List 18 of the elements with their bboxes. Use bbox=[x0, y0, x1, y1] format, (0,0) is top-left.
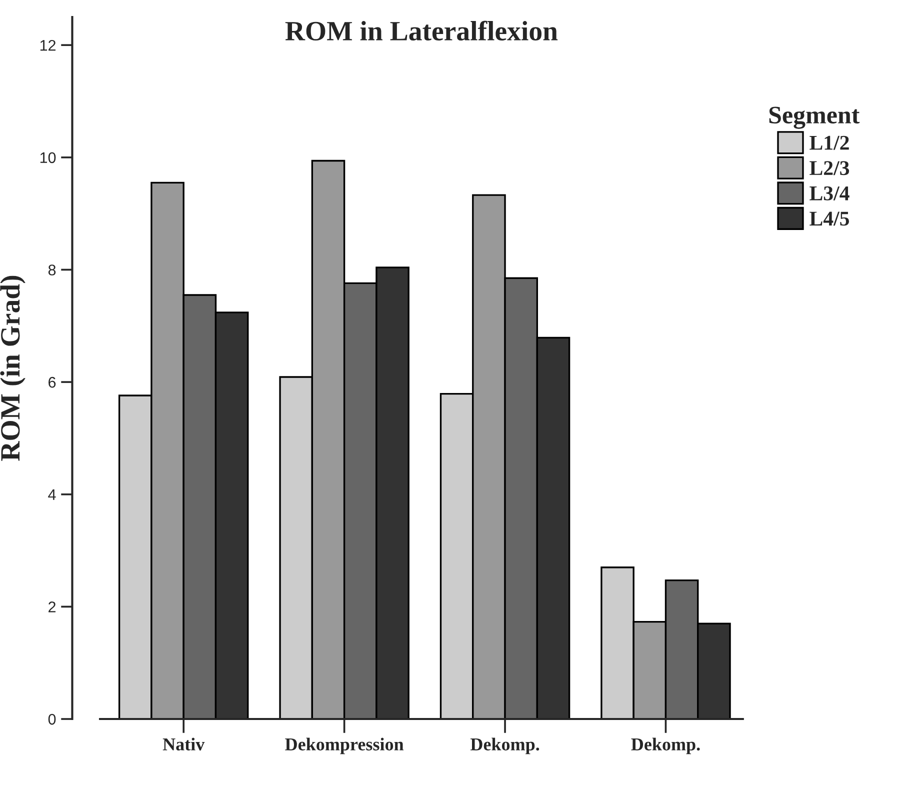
y-tick-label: 0 bbox=[48, 714, 56, 725]
y-tick-label: 10 bbox=[40, 152, 56, 164]
legend-label: L2/3 bbox=[810, 161, 850, 176]
chart-title: ROM in Lateralflexion bbox=[285, 20, 558, 41]
y-tick-label: 6 bbox=[48, 376, 56, 388]
legend-label: L3/4 bbox=[810, 186, 850, 200]
x-tick-label: Dekomp. bbox=[470, 738, 540, 754]
y-tick-label: 2 bbox=[48, 602, 56, 612]
legend-label: L4/5 bbox=[810, 212, 850, 226]
y-axis-title: ROM (in Grad) bbox=[0, 276, 26, 461]
x-tick-label: Dekompression bbox=[285, 738, 404, 754]
legend-label: L1/2 bbox=[810, 136, 849, 150]
y-tick-label: 12 bbox=[40, 40, 56, 51]
x-tick-label: Nativ bbox=[162, 738, 205, 750]
y-tick-label: 8 bbox=[48, 264, 56, 276]
x-tick-label: Dekomp. bbox=[631, 738, 700, 754]
y-tick-label: 4 bbox=[48, 489, 56, 500]
legend-title: Segment bbox=[769, 106, 860, 129]
